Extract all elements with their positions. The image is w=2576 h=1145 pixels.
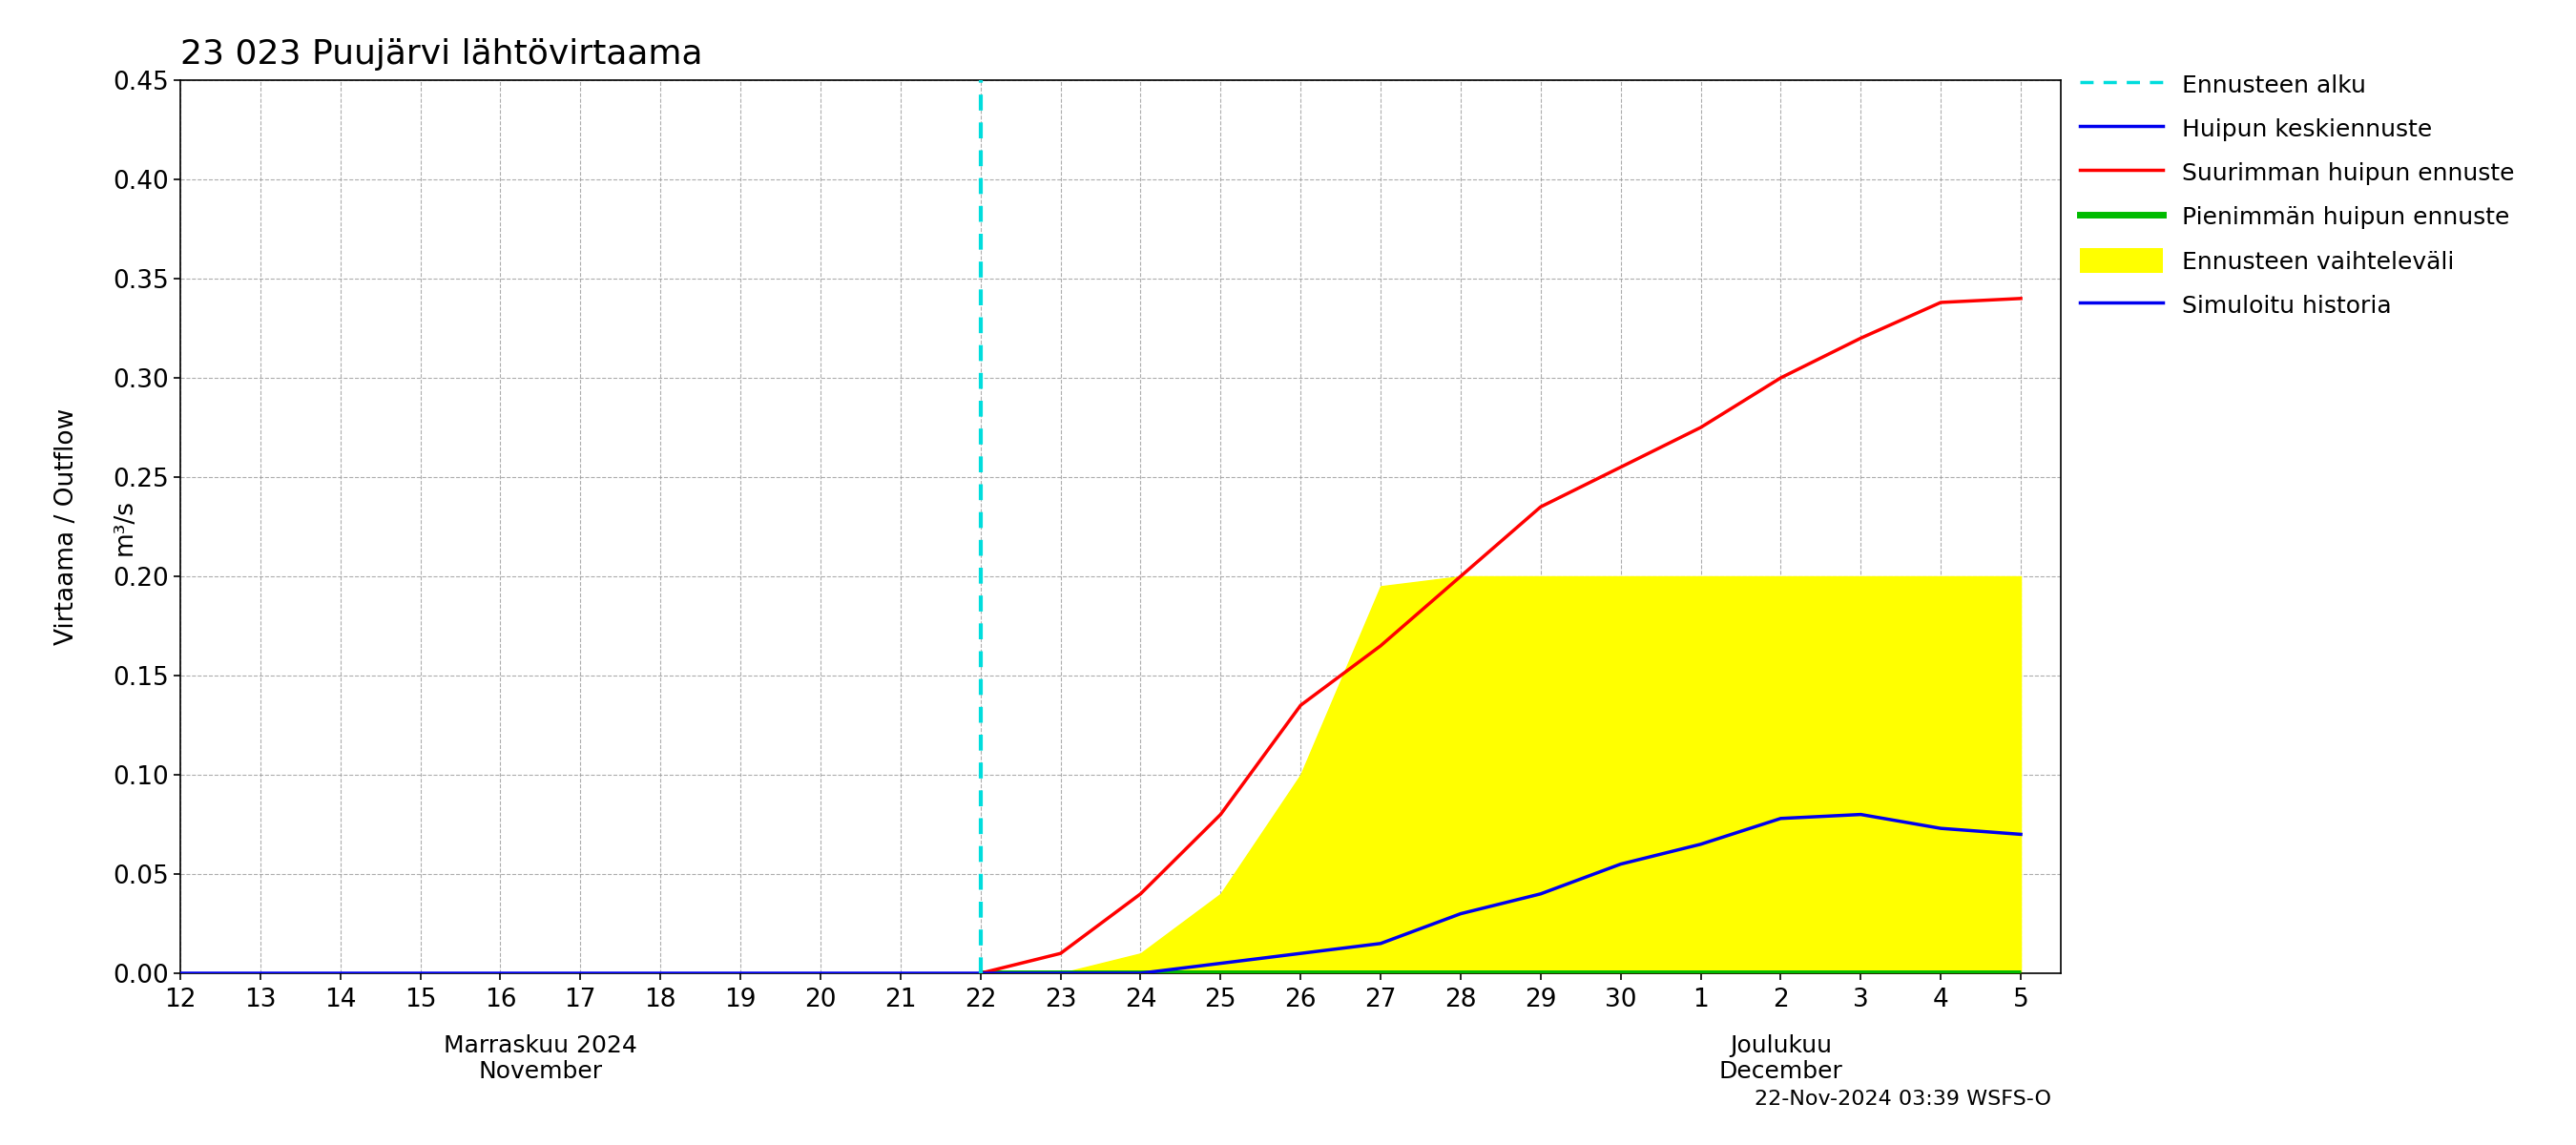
Text: Joulukuu
December: Joulukuu December: [1718, 1034, 1842, 1083]
Legend: Ennusteen alku, Huipun keskiennuste, Suurimman huipun ennuste, Pienimmän huipun : Ennusteen alku, Huipun keskiennuste, Suu…: [2071, 62, 2524, 327]
Text: Virtaama / Outflow

m³/s: Virtaama / Outflow m³/s: [54, 409, 137, 645]
Text: 22-Nov-2024 03:39 WSFS-O: 22-Nov-2024 03:39 WSFS-O: [1754, 1089, 2050, 1108]
Text: Marraskuu 2024
November: Marraskuu 2024 November: [443, 1034, 636, 1083]
Text: 23 023 Puujärvi lähtövirtaama: 23 023 Puujärvi lähtövirtaama: [180, 39, 703, 71]
